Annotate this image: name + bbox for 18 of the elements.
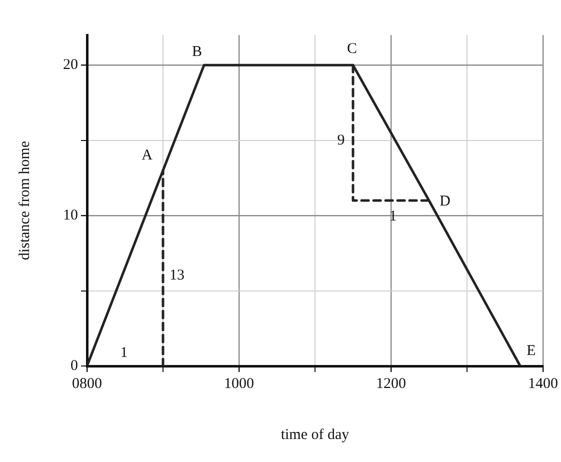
annotation: 1 bbox=[389, 208, 397, 224]
y-tick-label: 0 bbox=[70, 358, 78, 374]
y-axis-title: distance from home bbox=[16, 140, 33, 260]
annotation: 9 bbox=[337, 132, 345, 148]
annotation: E bbox=[526, 342, 536, 359]
x-tick-label: 1000 bbox=[224, 376, 254, 392]
y-tick-label: 10 bbox=[63, 207, 78, 224]
x-tick-label: 1400 bbox=[528, 376, 558, 392]
annotation: 1 bbox=[120, 344, 128, 361]
annotation: D bbox=[440, 193, 451, 210]
x-axis-title: time of day bbox=[280, 426, 350, 443]
annotation: 13 bbox=[170, 268, 184, 284]
x-tick-label: 1200 bbox=[376, 376, 406, 392]
y-tick-label: 20 bbox=[63, 57, 78, 74]
annotation: C bbox=[346, 41, 358, 58]
annotation: A bbox=[142, 147, 153, 164]
annotation: B bbox=[192, 44, 202, 60]
x-tick-label: 0800 bbox=[72, 376, 102, 392]
